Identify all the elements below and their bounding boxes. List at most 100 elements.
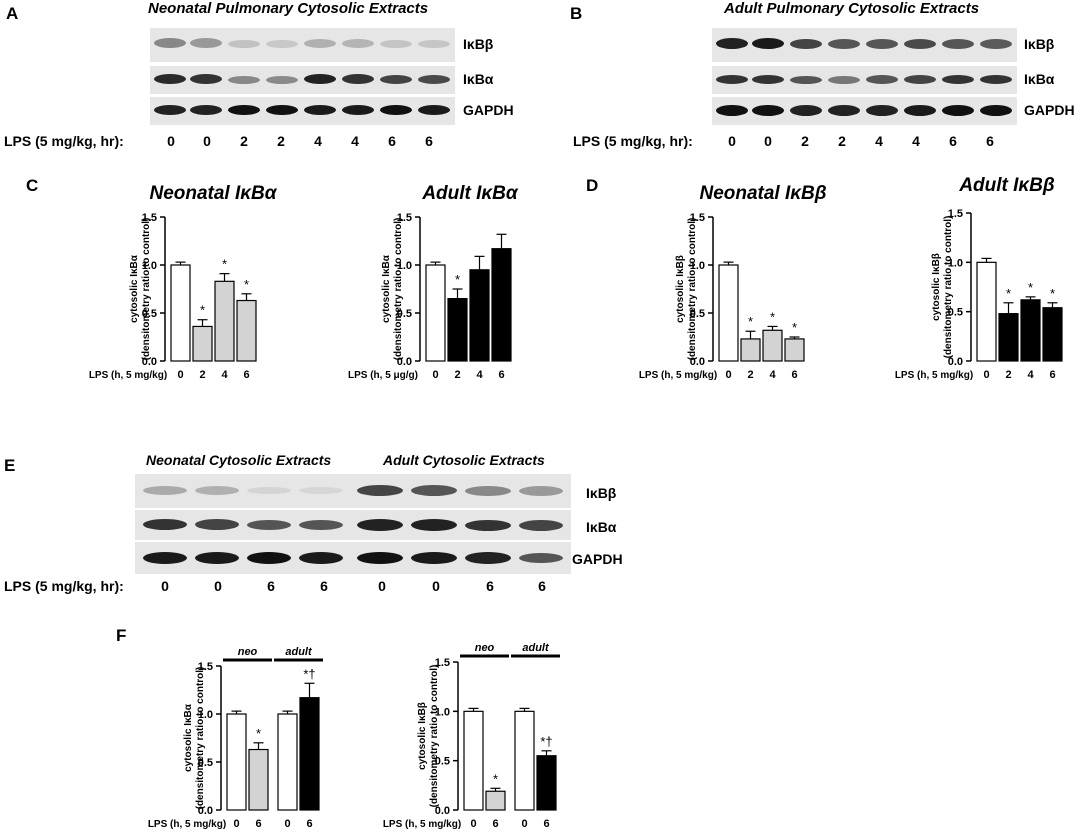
x-tick-label: 6 xyxy=(498,369,504,381)
bar xyxy=(998,313,1019,362)
blot-title-a: Neonatal Pulmonary Cytosolic Extracts xyxy=(148,0,429,17)
bar xyxy=(463,710,484,811)
blot-title-e-adult: Adult Cytosolic Extracts xyxy=(383,452,545,468)
x-tick-label: 6 xyxy=(255,818,261,830)
blot-strip-a-gapdh xyxy=(150,97,455,125)
y-tick-label: 0.5 xyxy=(198,757,213,769)
y-tick-label: 0.5 xyxy=(948,307,963,319)
y-tick-label: 1.0 xyxy=(142,260,157,272)
y-tick-label: 0.5 xyxy=(142,308,157,320)
lps-label-e: LPS (5 mg/kg, hr): xyxy=(4,578,124,594)
bar xyxy=(192,325,213,362)
y-tick-label: 1.0 xyxy=(435,706,450,718)
significance-marker: * xyxy=(748,314,753,329)
band-label-e-gapdh: GAPDH xyxy=(572,551,623,567)
significance-marker: * xyxy=(1006,286,1011,301)
x-tick-label: 2 xyxy=(1005,369,1011,381)
y-tick-label: 0.0 xyxy=(690,356,705,368)
bar xyxy=(718,264,739,362)
lane-label: 6 xyxy=(986,133,994,149)
lane-label: 0 xyxy=(378,578,386,594)
y-tick-label: 1.5 xyxy=(690,212,705,224)
x-axis-label: LPS (h, 5 mg/kg) xyxy=(89,370,167,381)
band-label-e-ikbb: IκBβ xyxy=(586,485,617,501)
x-tick-label: 0 xyxy=(521,818,527,830)
x-tick-label: 6 xyxy=(1049,369,1055,381)
x-axis-label: LPS (h, 5 mg/kg) xyxy=(639,370,717,381)
lane-label: 0 xyxy=(432,578,440,594)
y-tick-label: 1.0 xyxy=(690,260,705,272)
panel-letter-c: C xyxy=(26,176,39,195)
y-tick-label: 1.5 xyxy=(948,208,963,220)
x-tick-label: 0 xyxy=(983,369,989,381)
y-axis-label: cytosolic IκBβ(densitometry ratio to con… xyxy=(675,218,698,361)
chart-title: Adult IκBβ xyxy=(958,175,1055,196)
x-tick-label: 6 xyxy=(243,369,249,381)
significance-marker: * xyxy=(792,320,797,335)
lane-label: 2 xyxy=(240,133,248,149)
chart-title: Neonatal IκBβ xyxy=(699,183,826,204)
x-axis-label: LPS (h, 5 mg/kg) xyxy=(383,819,461,830)
bar xyxy=(514,710,535,811)
y-tick-label: 0.5 xyxy=(690,308,705,320)
lane-label: 0 xyxy=(214,578,222,594)
lane-label: 4 xyxy=(351,133,359,149)
x-axis-label: LPS (h, 5 mg/kg) xyxy=(148,819,226,830)
bar xyxy=(299,697,320,811)
lane-label: 4 xyxy=(912,133,920,149)
lane-label: 0 xyxy=(161,578,169,594)
lane-label: 6 xyxy=(320,578,328,594)
lane-label: 2 xyxy=(277,133,285,149)
chart-title: Neonatal IκBα xyxy=(149,183,277,204)
y-tick-label: 1.5 xyxy=(142,212,157,224)
significance-marker: * xyxy=(244,277,249,292)
lane-label: 2 xyxy=(838,133,846,149)
band-label-a-ikbb: IκBβ xyxy=(463,36,494,52)
lane-label: 0 xyxy=(728,133,736,149)
blot-strip-b-gapdh xyxy=(712,97,1017,125)
x-tick-label: 4 xyxy=(1027,369,1034,381)
x-tick-label: 4 xyxy=(769,369,776,381)
lps-label-a: LPS (5 mg/kg, hr): xyxy=(4,133,124,149)
bar xyxy=(236,299,257,362)
chart-title: Adult IκBα xyxy=(421,183,519,204)
x-tick-label: 0 xyxy=(470,818,476,830)
bar xyxy=(226,713,247,811)
y-axis-label: cytosolic IκBα(densitometry ratio to con… xyxy=(381,218,404,361)
band-label-b-ikba: IκBα xyxy=(1024,71,1055,87)
x-tick-label: 0 xyxy=(725,369,731,381)
bar xyxy=(491,248,512,362)
x-axis-label: LPS (h, 5 mg/kg) xyxy=(895,370,973,381)
panel-letter-f: F xyxy=(116,626,127,645)
x-tick-label: 6 xyxy=(306,818,312,830)
blot-strip-e-ikba xyxy=(135,510,571,540)
y-tick-label: 0.0 xyxy=(435,805,450,817)
y-tick-label: 0.5 xyxy=(435,756,450,768)
y-tick-label: 0.0 xyxy=(948,356,963,368)
blot-strip-a-ikbb xyxy=(150,28,455,62)
bar xyxy=(248,748,269,811)
y-axis-label: cytosolic IκBβ(densitometry ratio to con… xyxy=(931,216,954,359)
group-label: neo xyxy=(238,646,258,658)
bar xyxy=(1020,299,1041,362)
bar xyxy=(762,329,783,362)
y-axis-label: cytosolic IκBα(densitometry ratio to con… xyxy=(129,218,152,361)
y-tick-label: 0.0 xyxy=(198,805,213,817)
x-tick-label: 6 xyxy=(543,818,549,830)
x-tick-label: 0 xyxy=(432,369,438,381)
bar xyxy=(485,790,506,811)
significance-marker: *† xyxy=(303,666,315,681)
panel-letter-a: A xyxy=(6,4,19,23)
bar xyxy=(425,264,446,362)
y-tick-label: 1.5 xyxy=(198,661,213,673)
significance-marker: *† xyxy=(540,734,552,749)
x-tick-label: 0 xyxy=(233,818,239,830)
lane-label: 6 xyxy=(538,578,546,594)
blot-strip-e-gapdh xyxy=(135,542,571,574)
bar xyxy=(277,713,298,811)
